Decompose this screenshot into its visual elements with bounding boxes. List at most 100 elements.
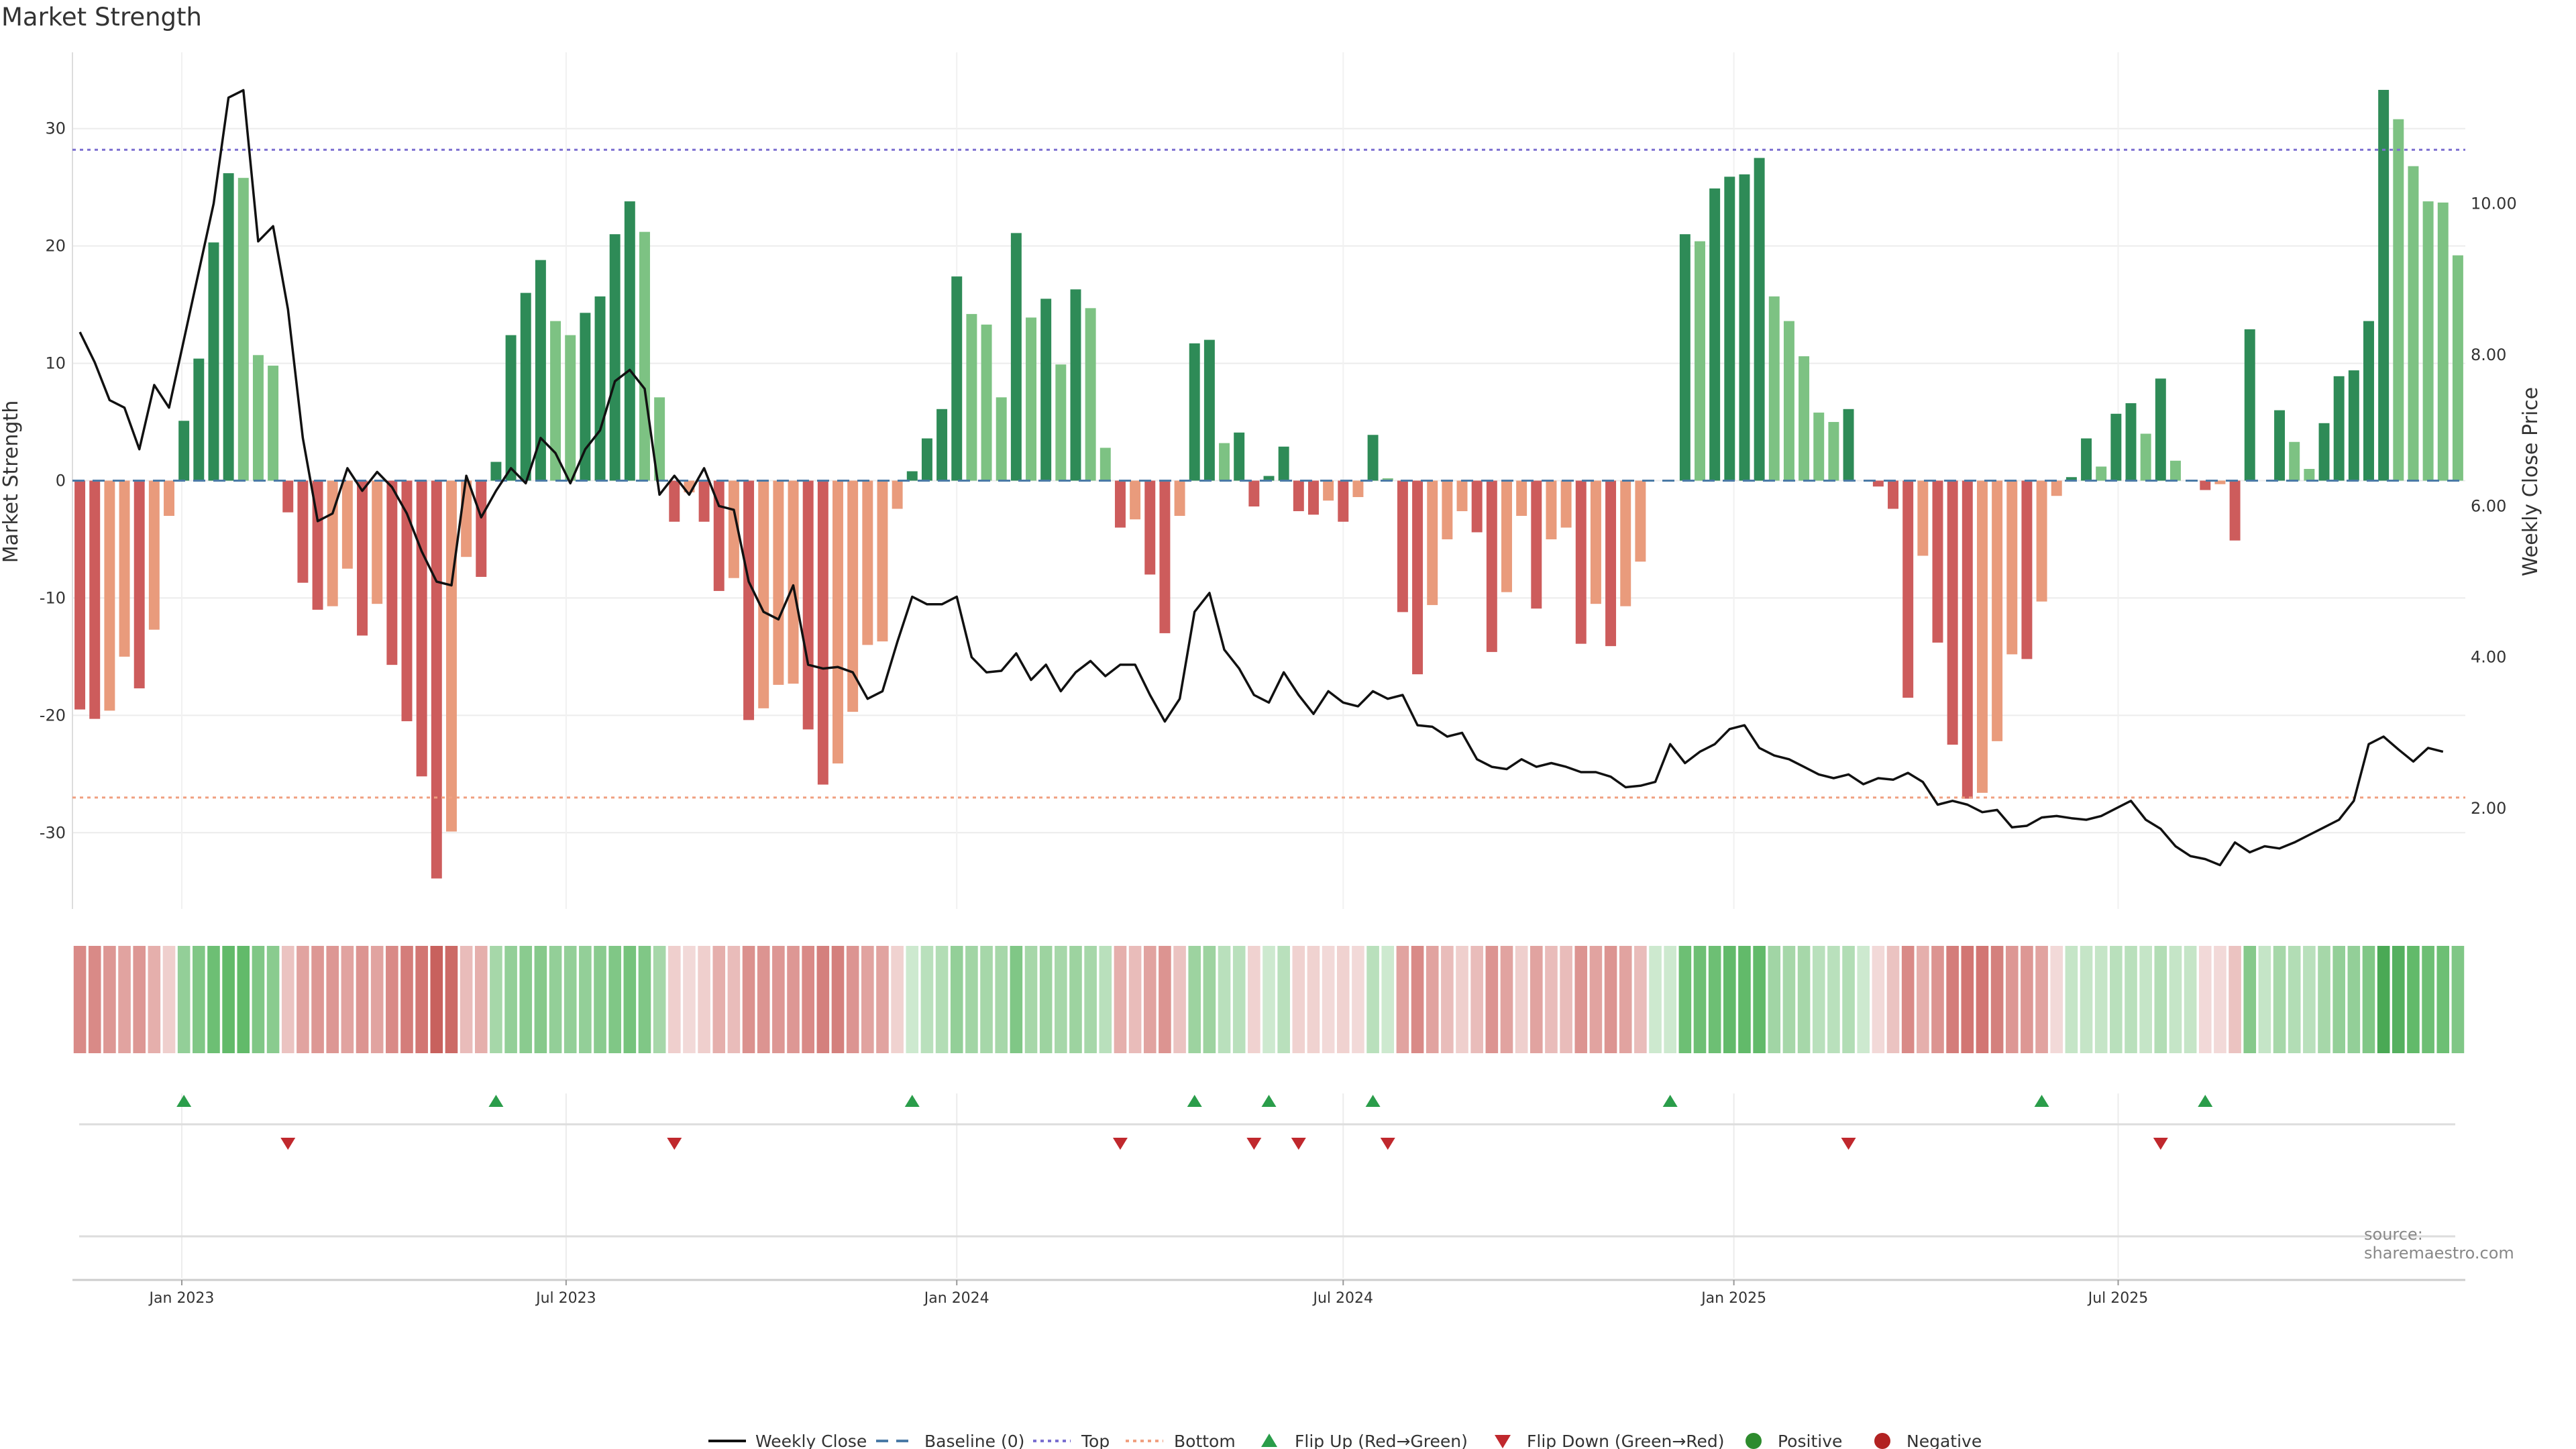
heat-cell — [1411, 946, 1424, 1053]
heat-cell — [816, 946, 830, 1053]
heat-cell — [2422, 946, 2434, 1053]
strength-bar — [594, 296, 606, 481]
strength-bar — [1531, 480, 1542, 609]
strength-bar — [1323, 480, 1334, 501]
y-tick-label: -10 — [40, 588, 66, 607]
flip-up-marker — [1365, 1095, 1381, 1107]
heat-cell — [876, 946, 889, 1053]
y2-tick-label: 6.00 — [2471, 496, 2506, 515]
strength-bar — [2422, 201, 2434, 481]
strength-bar — [1278, 446, 1289, 481]
reference-lines — [72, 148, 2465, 799]
heat-cell — [2273, 946, 2286, 1053]
strength-bar — [312, 480, 323, 610]
heat-cell — [1114, 946, 1127, 1053]
heat-cell — [2392, 946, 2405, 1053]
strength-bar — [1352, 480, 1364, 497]
heat-cell — [370, 946, 384, 1053]
heat-cell — [1263, 946, 1275, 1053]
strength-bar — [1307, 480, 1319, 515]
strength-bar — [1338, 480, 1349, 522]
y2-axis-label: Weekly Close Price — [2519, 387, 2542, 576]
strength-bar — [1442, 480, 1453, 539]
heat-cell — [2243, 946, 2257, 1053]
strength-bar — [386, 480, 398, 665]
strength-bar — [445, 480, 457, 832]
heat-cell — [1055, 946, 1067, 1053]
strength-bar — [2125, 403, 2137, 481]
heat-cell — [757, 946, 770, 1053]
strength-bar — [1799, 356, 1810, 481]
heat-cell — [1381, 946, 1395, 1053]
strength-bar — [1902, 480, 1914, 698]
heat-cell — [1173, 946, 1186, 1053]
heat-cell — [88, 946, 101, 1053]
heat-cell — [861, 946, 874, 1053]
strength-bar — [906, 471, 918, 481]
heat-cell — [103, 946, 116, 1053]
x-tick-label: Jul 2024 — [1312, 1290, 1374, 1307]
strength-bar — [713, 480, 724, 591]
heat-cell — [386, 946, 398, 1053]
heat-cell — [1336, 946, 1350, 1053]
heat-cell — [608, 946, 621, 1053]
strength-bar — [1516, 480, 1527, 516]
heat-cell — [2169, 946, 2182, 1053]
heat-cell — [400, 946, 413, 1053]
strength-bar — [580, 313, 591, 481]
heat-cell — [490, 946, 502, 1053]
heat-cell — [2125, 946, 2137, 1053]
heat-cell — [891, 946, 904, 1053]
heat-cell — [356, 946, 369, 1053]
strength-bar — [565, 335, 576, 481]
strength-bar — [1843, 409, 1854, 481]
strength-bar — [550, 321, 561, 481]
heat-cell — [534, 946, 547, 1053]
y2-tick-label: 4.00 — [2471, 648, 2506, 667]
flip-down-marker — [280, 1138, 296, 1150]
strength-bar — [1695, 241, 1705, 481]
heat-cell — [1827, 946, 1840, 1053]
strength-bar — [1575, 480, 1587, 644]
flip-up-marker — [1187, 1095, 1202, 1107]
heat-cell — [193, 946, 205, 1053]
heat-cell — [222, 946, 235, 1053]
heat-cell — [698, 946, 710, 1053]
strength-bar — [2274, 410, 2286, 481]
flip-up-marker — [1261, 1095, 1277, 1107]
strength-bar — [1010, 233, 1022, 481]
legend-label: Weekly Close — [755, 1432, 867, 1449]
strength-bar — [104, 480, 115, 711]
heat-cell — [281, 946, 294, 1053]
heat-cell — [1218, 946, 1231, 1053]
x-tick-label: Jan 2023 — [148, 1290, 215, 1307]
y2-tick-label: 8.00 — [2471, 345, 2506, 364]
strength-bar — [1590, 480, 1601, 604]
strength-bar — [520, 292, 531, 481]
strength-bar — [1992, 480, 2003, 741]
strength-bar — [401, 480, 413, 722]
strength-bar — [372, 480, 383, 604]
strength-bar — [2393, 119, 2404, 481]
heat-cell — [430, 946, 443, 1053]
strength-bar — [1189, 343, 1200, 481]
strength-bar — [1040, 299, 1052, 481]
heat-cell — [1649, 946, 1662, 1053]
x-tick-label: Jan 2025 — [1700, 1290, 1766, 1307]
strength-bar — [1085, 308, 1096, 481]
left-y-axis: -30 -20 -10 0 10 20 30 — [40, 119, 66, 843]
strength-bar — [1605, 480, 1617, 647]
strength-bar — [252, 355, 264, 481]
y2-tick-label: 10.00 — [2471, 194, 2517, 213]
heat-cell — [623, 946, 637, 1053]
heat-cell — [445, 946, 458, 1053]
heat-cell — [1782, 946, 1796, 1053]
strength-bars — [74, 89, 2463, 879]
strength-bar — [728, 480, 739, 578]
strength-bar — [357, 480, 368, 636]
heat-cell — [1039, 946, 1053, 1053]
heat-cell — [341, 946, 354, 1053]
strength-bar — [1962, 480, 1973, 799]
heat-cell — [653, 946, 666, 1053]
strength-bar — [1219, 443, 1230, 481]
